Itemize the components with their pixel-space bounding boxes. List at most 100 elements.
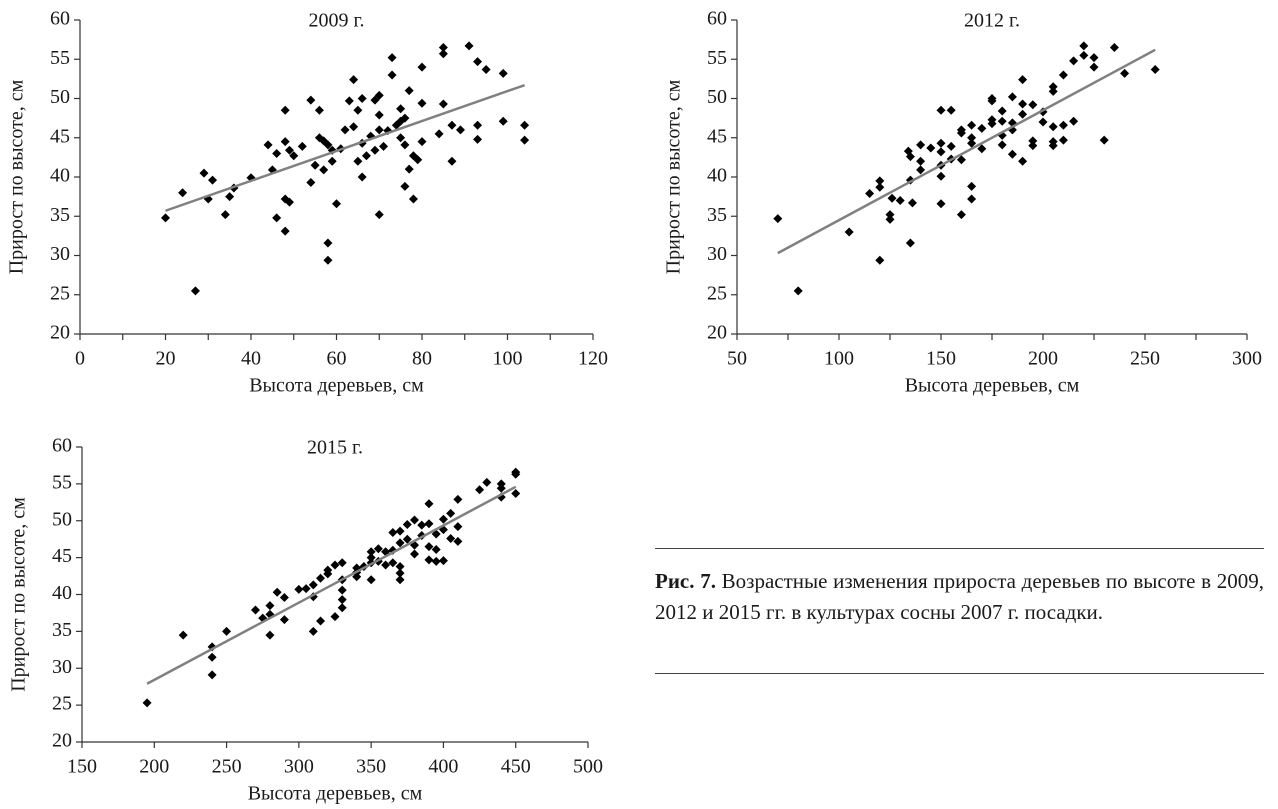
y-axis-label: Прирост по высоте, см [6, 79, 28, 274]
x-tick-label: 450 [501, 756, 531, 778]
data-point [294, 584, 304, 594]
x-tick-label: 100 [493, 348, 523, 370]
x-tick-label: 80 [412, 348, 432, 370]
data-point [319, 165, 329, 175]
data-point [967, 194, 977, 204]
x-tick-label: 250 [1130, 348, 1160, 370]
data-point [498, 116, 508, 126]
data-point [905, 152, 915, 162]
y-tick-label: 55 [52, 471, 72, 493]
x-tick-label: 350 [356, 756, 386, 778]
data-point [1058, 135, 1068, 145]
data-point [520, 135, 530, 145]
data-point [289, 151, 299, 161]
data-point [323, 255, 333, 265]
y-tick-label: 25 [52, 693, 72, 715]
x-tick-label: 150 [67, 756, 97, 778]
chart-title: 2015 г. [307, 437, 363, 459]
data-point [1150, 64, 1160, 74]
data-point [417, 98, 427, 108]
data-point [373, 544, 383, 554]
data-point [1099, 135, 1109, 145]
y-tick-label: 20 [52, 730, 72, 752]
data-point [907, 198, 917, 208]
data-point [190, 286, 200, 296]
data-point [431, 545, 441, 555]
data-point [314, 105, 324, 115]
data-point [916, 140, 926, 150]
data-point [400, 113, 410, 123]
data-point [280, 137, 290, 147]
data-point [936, 171, 946, 181]
data-point [1038, 117, 1048, 127]
data-point [301, 584, 311, 594]
x-tick-label: 300 [1232, 348, 1262, 370]
x-axis-label: Высота деревьев, см [905, 375, 1080, 397]
data-point [410, 515, 420, 525]
data-point [280, 105, 290, 115]
y-axis-label: Прирост по высоте, см [8, 497, 30, 692]
data-point [1028, 100, 1038, 110]
y-tick-label: 40 [707, 165, 727, 187]
caption-text: Возрастные изменения прироста деревьев п… [655, 569, 1264, 624]
data-point [306, 95, 316, 105]
data-point [323, 565, 333, 575]
data-point [353, 105, 363, 115]
data-point [404, 164, 414, 174]
data-point [361, 151, 371, 161]
data-point [387, 53, 397, 63]
data-point [352, 572, 362, 582]
data-point [946, 141, 956, 151]
data-point [280, 226, 290, 236]
data-point [1048, 141, 1058, 151]
data-point [926, 143, 936, 153]
data-point [424, 499, 434, 509]
data-point [438, 514, 448, 524]
y-tick-label: 50 [50, 86, 70, 108]
data-point [395, 568, 405, 578]
data-point [225, 192, 235, 202]
data-point [895, 196, 905, 206]
y-tick-label: 40 [52, 582, 72, 604]
y-tick-label: 25 [50, 282, 70, 304]
chart-title: 2009 г. [309, 10, 365, 32]
data-point [395, 561, 405, 571]
y-tick-label: 20 [707, 322, 727, 344]
data-point [402, 534, 412, 544]
data-point [1069, 56, 1079, 66]
x-tick-label: 500 [573, 756, 603, 778]
data-point [446, 533, 456, 543]
data-point [207, 670, 217, 680]
x-tick-label: 60 [327, 348, 347, 370]
y-tick-label: 30 [50, 243, 70, 265]
data-point [1120, 68, 1130, 78]
data-point [997, 116, 1007, 126]
data-point [417, 62, 427, 72]
data-point [447, 156, 457, 166]
data-point [473, 57, 483, 67]
data-point [498, 68, 508, 78]
data-point [520, 120, 530, 130]
data-point [220, 210, 230, 220]
data-point [455, 125, 465, 135]
caption: Рис. 7. Возрастные изменения прироста де… [655, 548, 1264, 674]
data-point [340, 125, 350, 135]
data-point [400, 140, 410, 150]
y-tick-label: 35 [50, 204, 70, 226]
data-point [1018, 75, 1028, 85]
data-point [413, 155, 423, 165]
x-tick-label: 200 [139, 756, 169, 778]
data-point [404, 86, 414, 96]
data-point [265, 630, 275, 640]
data-point [161, 213, 170, 223]
data-point [431, 556, 441, 566]
data-point [323, 238, 333, 248]
data-point [178, 630, 188, 640]
data-point [916, 156, 926, 166]
data-point [887, 193, 897, 203]
data-point [447, 120, 457, 130]
data-point [366, 575, 376, 585]
data-point [357, 172, 367, 182]
data-point [327, 156, 337, 166]
data-point [1089, 62, 1099, 72]
